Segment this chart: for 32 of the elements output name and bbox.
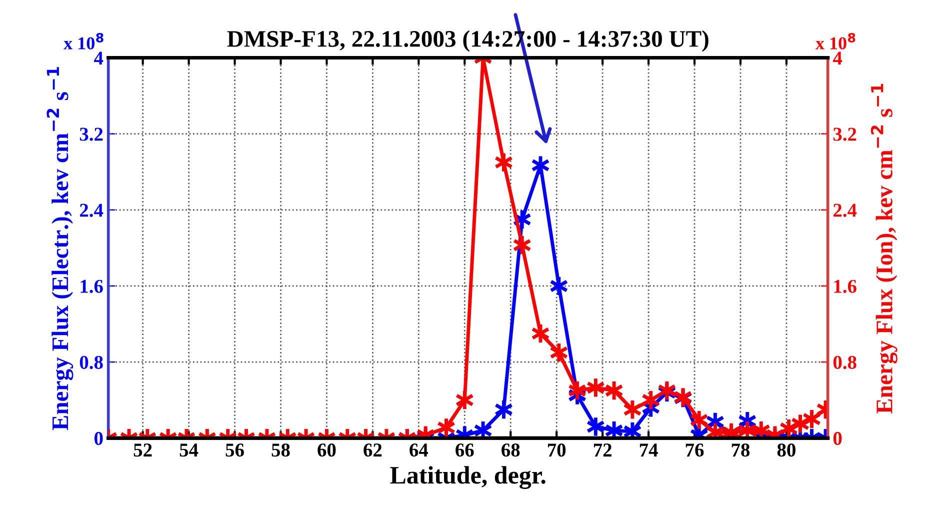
y-axis-title: Energy Flux (Electr.), kev cm$^{−2}$ s$^{−1}$ xyxy=(46,67,74,430)
y2-tick-label: 0 xyxy=(833,432,842,446)
x-tick-label: 58 xyxy=(272,444,290,457)
x-tick-label: 66 xyxy=(456,444,474,457)
x-tick-label: 68 xyxy=(502,444,520,457)
x-tick-label: 72 xyxy=(594,444,612,456)
y-tick-label: 1.6 xyxy=(80,280,103,293)
y-tick-label: 0 xyxy=(94,432,103,446)
x-tick-label: 70 xyxy=(548,444,566,457)
y2-tick-label: 4 xyxy=(832,52,842,65)
x-tick-label: 62 xyxy=(364,444,382,457)
x-tick-label: 76 xyxy=(686,444,704,457)
y-tick-label: 3.2 xyxy=(80,128,103,141)
x-tick-label: 78 xyxy=(732,444,750,457)
y-tick-label: 2.4 xyxy=(80,204,104,217)
text: x 10$^{8}$ xyxy=(64,32,104,50)
y2-tick-label: 1.6 xyxy=(834,280,856,293)
x-tick-label: 54 xyxy=(180,444,198,457)
x-tick-label: 52 xyxy=(134,444,152,457)
text: x 10$^{8}$ xyxy=(816,32,856,50)
x-tick-label: 80 xyxy=(777,444,796,457)
y2-tick-label: 0.8 xyxy=(833,356,856,370)
x-tick-label: 56 xyxy=(226,444,244,457)
x-axis-title: Latitude, degr. xyxy=(390,466,546,489)
x-tick-label: 74 xyxy=(640,444,658,456)
x-tick-label: 64 xyxy=(410,444,428,457)
y-tick-label: 0.8 xyxy=(80,356,103,370)
y2-axis-title: Energy Flux (Ion), kev cm$^{−2}$ s$^{−1}$ xyxy=(870,84,898,414)
x-tick-label: 60 xyxy=(318,444,336,457)
y2-tick-label: 2.4 xyxy=(834,204,857,217)
y2-tick-label: 3.2 xyxy=(833,128,856,141)
y-tick-label: 4 xyxy=(94,52,104,65)
